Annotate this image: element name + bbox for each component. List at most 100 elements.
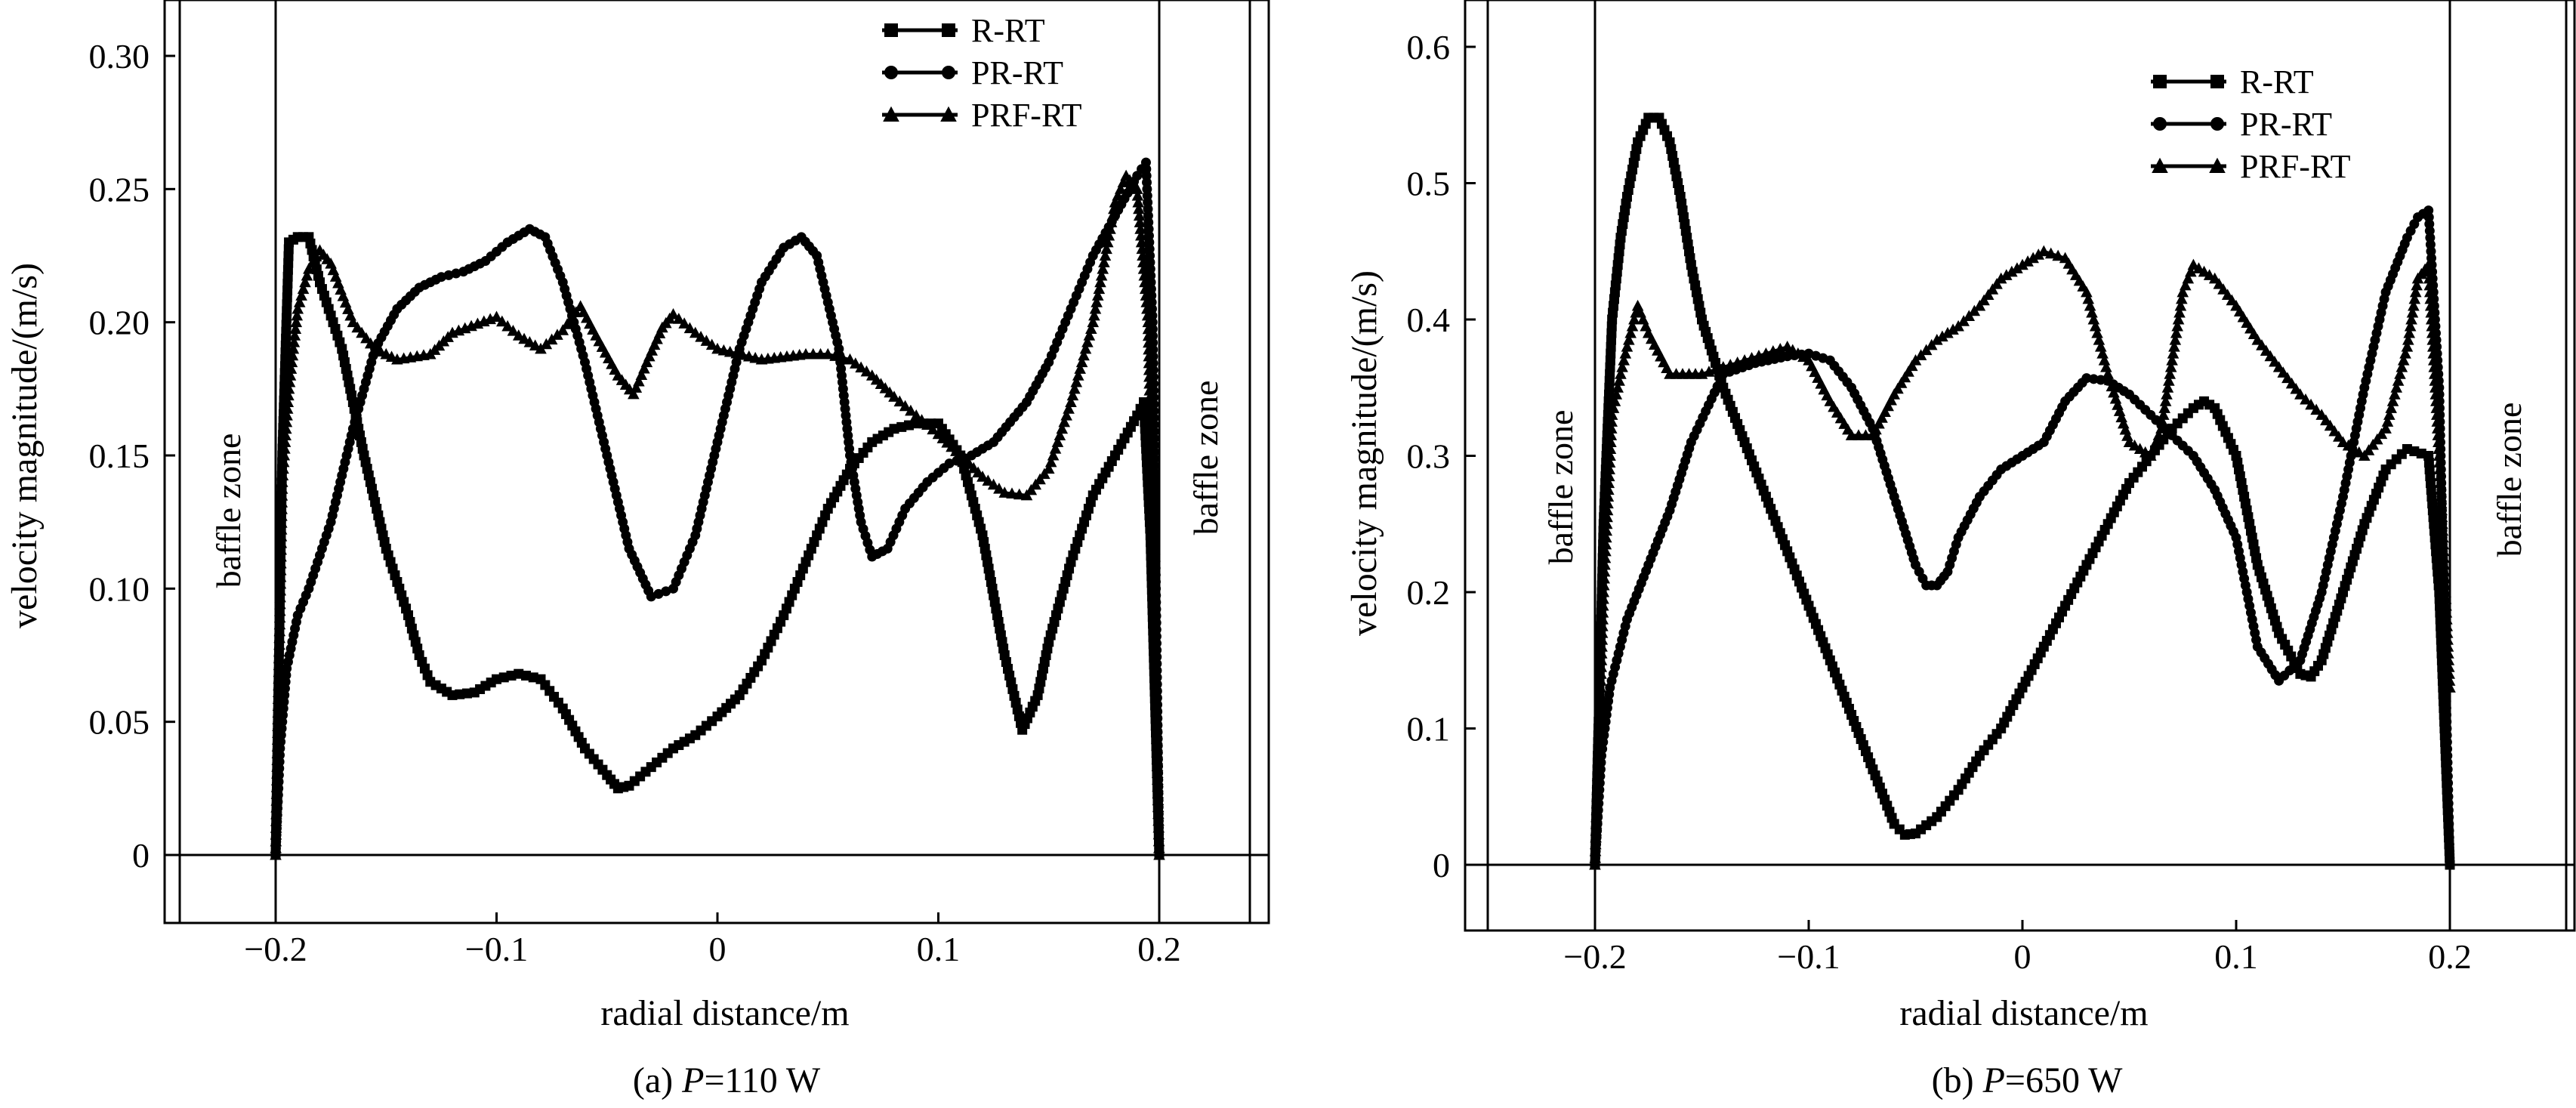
data-point [292, 302, 304, 314]
data-point [1602, 497, 1614, 509]
data-point [1595, 668, 1607, 679]
data-point [1603, 456, 1616, 468]
data-point [270, 788, 283, 799]
data-point [1873, 417, 1885, 429]
data-point [1151, 733, 1163, 744]
data-point [1153, 848, 1165, 860]
data-point [1149, 684, 1162, 696]
data-point [2403, 326, 2416, 338]
baffle-zone-label-left: baffle zone [209, 434, 248, 588]
data-point [2408, 292, 2421, 304]
data-point [2438, 558, 2451, 570]
data-point [1095, 269, 1108, 281]
data-point [2381, 415, 2394, 427]
data-point [2442, 647, 2454, 659]
data-point [270, 821, 282, 833]
data-point [2164, 368, 2176, 379]
data-point [1150, 719, 1163, 730]
data-point [1146, 507, 1158, 519]
data-point [270, 835, 282, 847]
data-point [2445, 853, 2455, 863]
data-point [1148, 596, 1160, 607]
data-point [279, 436, 292, 447]
data-point [661, 586, 671, 597]
data-point [2300, 393, 2312, 405]
data-point [1599, 558, 1611, 570]
data-point [276, 510, 288, 521]
data-point [1600, 545, 1612, 557]
data-point [1589, 858, 1601, 870]
data-point [282, 396, 295, 407]
data-point [1143, 343, 1155, 355]
data-point [1994, 272, 2007, 284]
data-point [2444, 819, 2454, 829]
data-point [276, 483, 288, 494]
data-point [2405, 313, 2417, 325]
data-point [1603, 477, 1615, 489]
data-point [1146, 534, 1159, 546]
data-point [1598, 572, 1610, 584]
data-point [276, 517, 288, 528]
data-point [1141, 309, 1154, 321]
data-point [1056, 422, 1069, 434]
data-point [1085, 323, 1097, 334]
data-point [273, 638, 285, 650]
data-point [2423, 265, 2436, 277]
data-point [274, 584, 287, 596]
data-point [1905, 360, 1918, 372]
data-point [277, 455, 290, 468]
data-point [566, 312, 578, 323]
data-point [2441, 696, 2451, 706]
data-point [1149, 691, 1162, 703]
y-tick-label: 0.1 [1407, 710, 1451, 748]
data-point [1069, 382, 1081, 394]
data-point [921, 418, 933, 430]
data-point [2432, 422, 2444, 434]
data-point [276, 469, 289, 480]
data-point [1097, 263, 1109, 274]
data-point [275, 523, 288, 535]
data-point [1895, 377, 1908, 388]
data-point [855, 361, 867, 373]
data-point [270, 828, 282, 840]
legend-label: R-RT [971, 12, 1045, 49]
data-point [1143, 398, 1156, 409]
data-point [1885, 394, 1897, 406]
data-point [273, 631, 285, 644]
data-point [1147, 555, 1159, 566]
chart-panel-b: −0.2 −0.1 0 0.1 0.2 0 0.1 0.2 0.3 0.4 0.5 0.6 R-RT P… [1344, 0, 2576, 1100]
data-point [829, 350, 841, 361]
data-point [2406, 306, 2419, 318]
data-point [1079, 342, 1092, 354]
series-line-PRF-RT [1593, 249, 2451, 866]
data-point [1595, 654, 1608, 665]
data-point [1867, 429, 1879, 440]
data-point [1593, 742, 1605, 755]
data-point [860, 365, 873, 377]
data-point [2434, 470, 2446, 482]
data-point [2385, 402, 2397, 413]
data-point [1134, 216, 1146, 227]
data-point [2006, 265, 2018, 277]
data-point [1148, 610, 1161, 622]
data-point [271, 747, 284, 758]
x-tick-label: −0.1 [1777, 937, 1840, 976]
data-point [1596, 627, 1609, 638]
data-point [1590, 838, 1602, 850]
data-point [1597, 620, 1609, 631]
data-point [2161, 381, 2174, 393]
series-markers-PRF-RT [1589, 245, 2456, 870]
data-point [273, 604, 286, 616]
data-point [2436, 524, 2449, 536]
data-point [2172, 313, 2185, 325]
data-point [2401, 340, 2414, 352]
data-point [1882, 400, 1894, 412]
data-point [976, 471, 989, 482]
data-point [2011, 262, 2023, 273]
data-point [288, 335, 301, 347]
data-point [2174, 299, 2187, 311]
data-point [272, 713, 284, 724]
data-point [2098, 354, 2111, 366]
data-point [1150, 726, 1163, 737]
data-point [822, 347, 835, 360]
